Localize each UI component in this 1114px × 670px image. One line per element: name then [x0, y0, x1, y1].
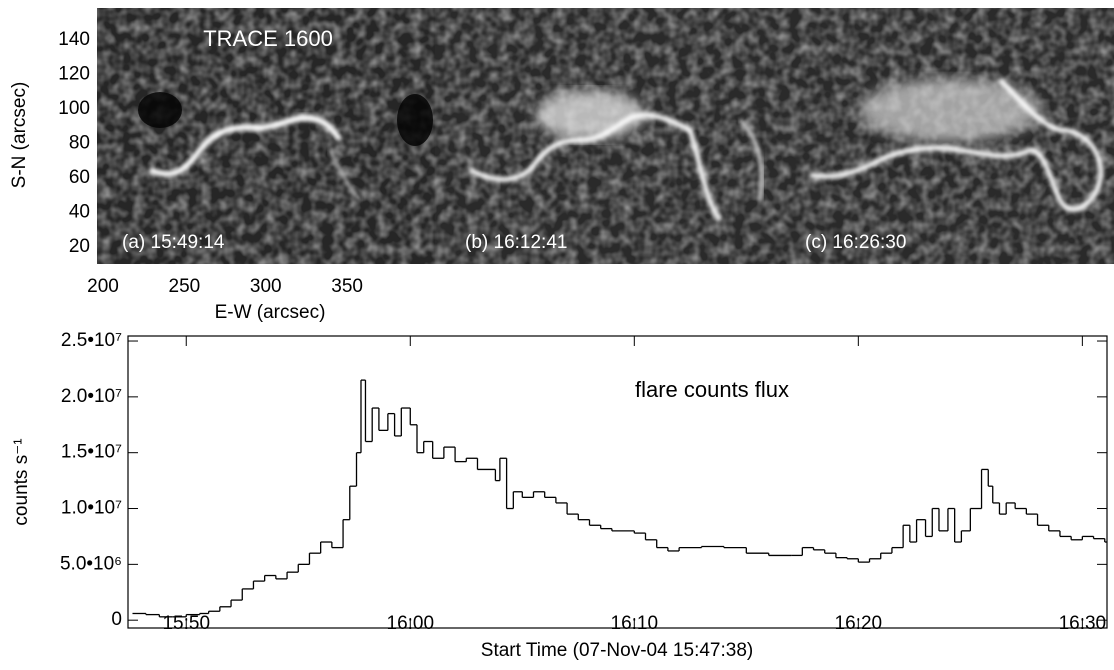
- y-tick-label: 0: [111, 609, 122, 630]
- y-tick-label: 1.0•10⁷: [61, 498, 122, 519]
- image-title: TRACE 1600: [203, 26, 333, 51]
- y-axis-label: counts s⁻¹: [11, 438, 32, 525]
- chart-title: flare counts flux: [635, 377, 789, 402]
- x-tick-label: 300: [250, 276, 282, 297]
- y-tick-label: 2.5•10⁷: [61, 330, 122, 351]
- y-tick-label: 40: [69, 201, 90, 222]
- y-tick-label: 5.0•10⁶: [60, 553, 122, 574]
- x-tick-label: 350: [331, 276, 363, 297]
- x-tick-label: 250: [169, 276, 201, 297]
- x-tick-label: 200: [87, 276, 119, 297]
- y-tick-label: 80: [69, 132, 90, 153]
- y-tick-label: 2.0•10⁷: [61, 386, 122, 407]
- x-axis-label: Start Time (07-Nov-04 15:47:38): [481, 640, 753, 661]
- image-panel: [775, 8, 1114, 264]
- y-tick-label: 120: [58, 63, 90, 84]
- image-panel: [435, 8, 775, 264]
- panel-label: (a) 15:49:14: [122, 232, 225, 253]
- panel-label: (c) 16:26:30: [805, 232, 906, 253]
- panel-label: (b) 16:12:41: [465, 232, 567, 253]
- step-risers: [145, 380, 1106, 617]
- y-tick-label: 60: [69, 167, 90, 188]
- y-tick-label: 100: [58, 98, 90, 119]
- y-tick-label: 140: [58, 29, 90, 50]
- y-tick-label: 20: [69, 236, 90, 257]
- y-tick-label: 1.5•10⁷: [61, 442, 122, 463]
- plot-frame: [127, 335, 1108, 629]
- x-axis-label: E-W (arcsec): [215, 302, 326, 323]
- y-axis-label: S-N (arcsec): [9, 82, 30, 189]
- image-panel: [97, 8, 435, 264]
